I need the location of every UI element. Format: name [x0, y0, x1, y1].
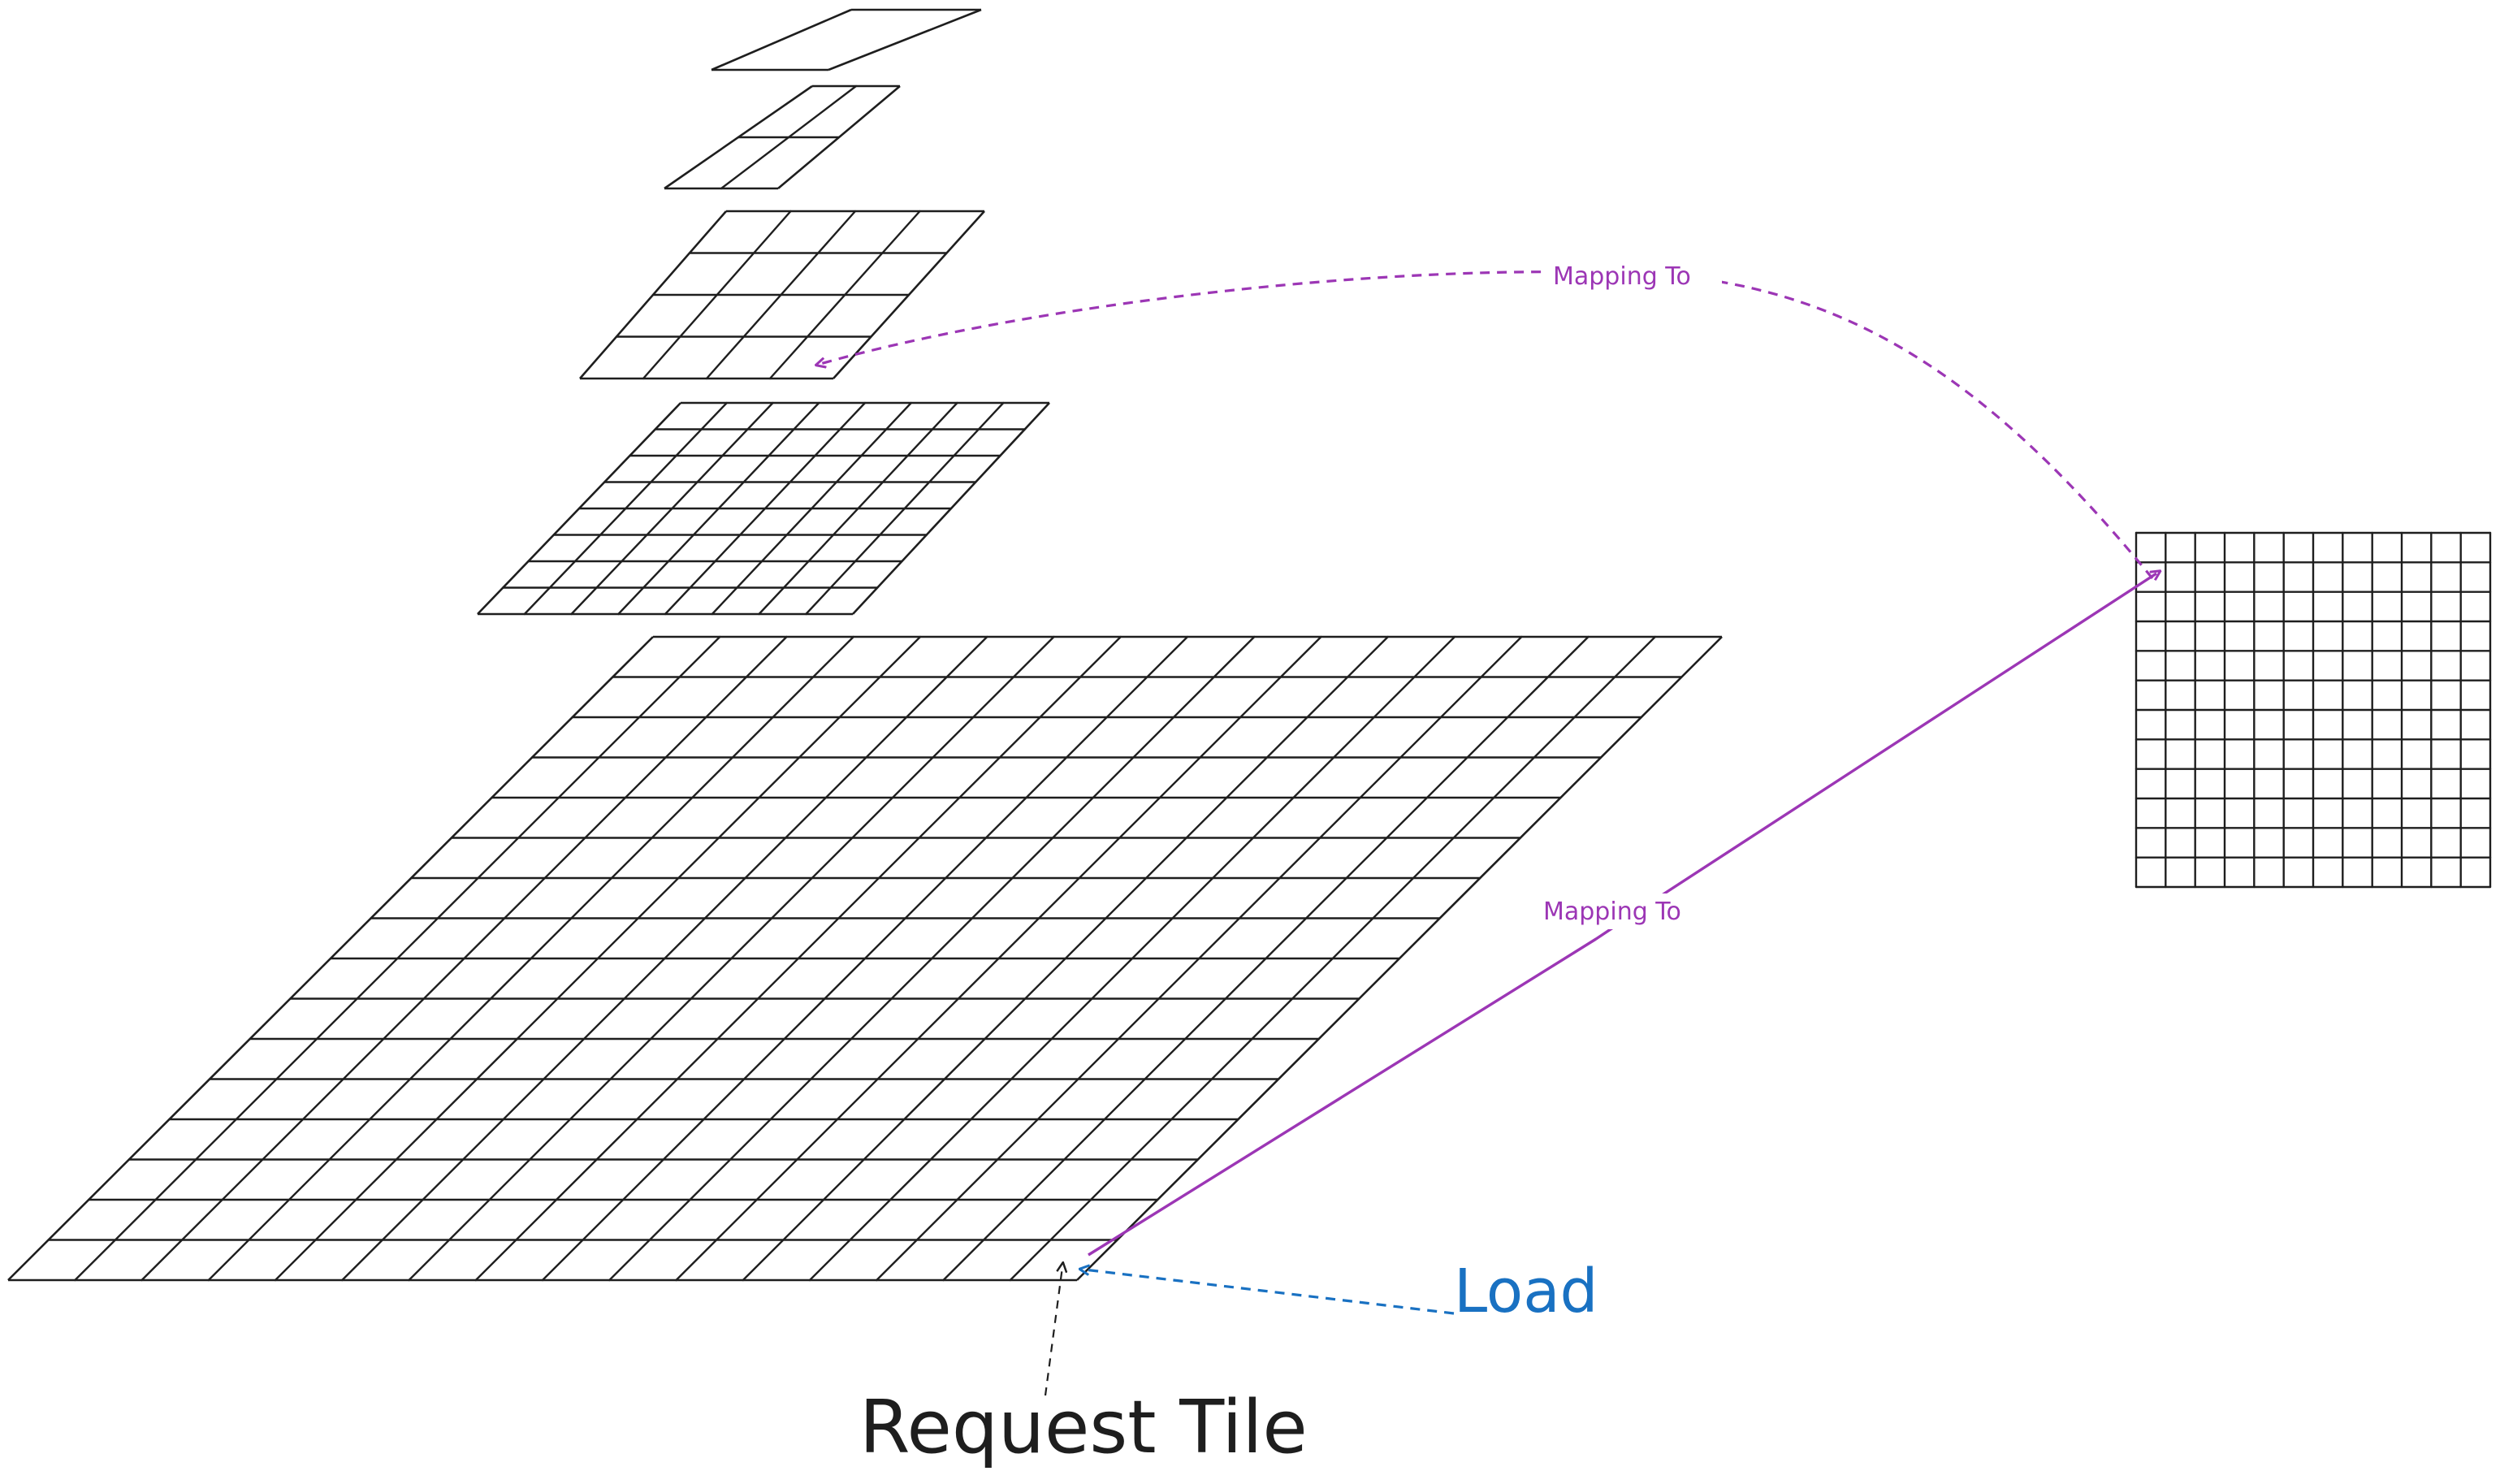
grid-col-line [474, 635, 1122, 1282]
mapping-bottom-label: Mapping To [1543, 898, 1681, 926]
level-4x4 [579, 210, 985, 380]
level-edge-line [7, 636, 654, 1281]
grid-col-line [808, 635, 1456, 1282]
grid-col-line [541, 635, 1189, 1282]
level-edge-line [833, 210, 985, 379]
grid-col-line [74, 635, 721, 1282]
grid-col-line [523, 401, 728, 616]
grid-col-line [711, 401, 913, 616]
grid-col-line [768, 210, 921, 380]
load-label: Load [1454, 1257, 1598, 1326]
grid-col-line [608, 635, 1256, 1282]
grid-col-line [617, 401, 820, 616]
grid-col-line [876, 635, 1523, 1282]
grid-col-line [274, 635, 922, 1282]
level-8x8 [477, 401, 1050, 616]
level-edge-line [852, 402, 1050, 615]
grid-col-line [942, 635, 1590, 1282]
grid-col-line [408, 635, 1055, 1282]
mapping-top-label: Mapping To [1553, 262, 1691, 291]
level-2x2 [664, 84, 901, 190]
grid-col-line [805, 401, 1005, 616]
grid-col-line [341, 635, 988, 1282]
level-edge-line [664, 84, 813, 190]
level-edge-line [828, 8, 982, 71]
request-tile-label: Request Tile [859, 1385, 1308, 1470]
level-1x1 [711, 8, 982, 71]
level-edge-line [579, 210, 727, 379]
grid-col-line [675, 635, 1322, 1282]
mapping-top-label-bg [1543, 258, 1722, 294]
level-edge-line [777, 85, 901, 189]
grid-col-line [742, 635, 1390, 1282]
grid-col-line [141, 635, 788, 1282]
grid-col-line [664, 401, 867, 616]
grid-col-line [1009, 635, 1657, 1282]
load-arrow [1084, 1270, 1455, 1315]
pyramid-levels [7, 8, 1723, 1282]
mapping-arrow-top [820, 270, 2154, 580]
grid-col-line [642, 210, 792, 380]
grid-col-line [570, 401, 774, 616]
level-edge-line [1076, 636, 1723, 1281]
request-arrow [1044, 1267, 1062, 1396]
grid-col-line [705, 210, 857, 380]
level-edge-line [477, 402, 681, 615]
level-16x16 [7, 635, 1723, 1282]
level-edge-line [711, 8, 852, 71]
target-grid [2135, 531, 2492, 889]
grid-col-line [758, 401, 958, 616]
grid-col-line [207, 635, 855, 1282]
mapping-bottom-label-bg [1538, 893, 1716, 929]
grid-col-line [720, 84, 858, 190]
